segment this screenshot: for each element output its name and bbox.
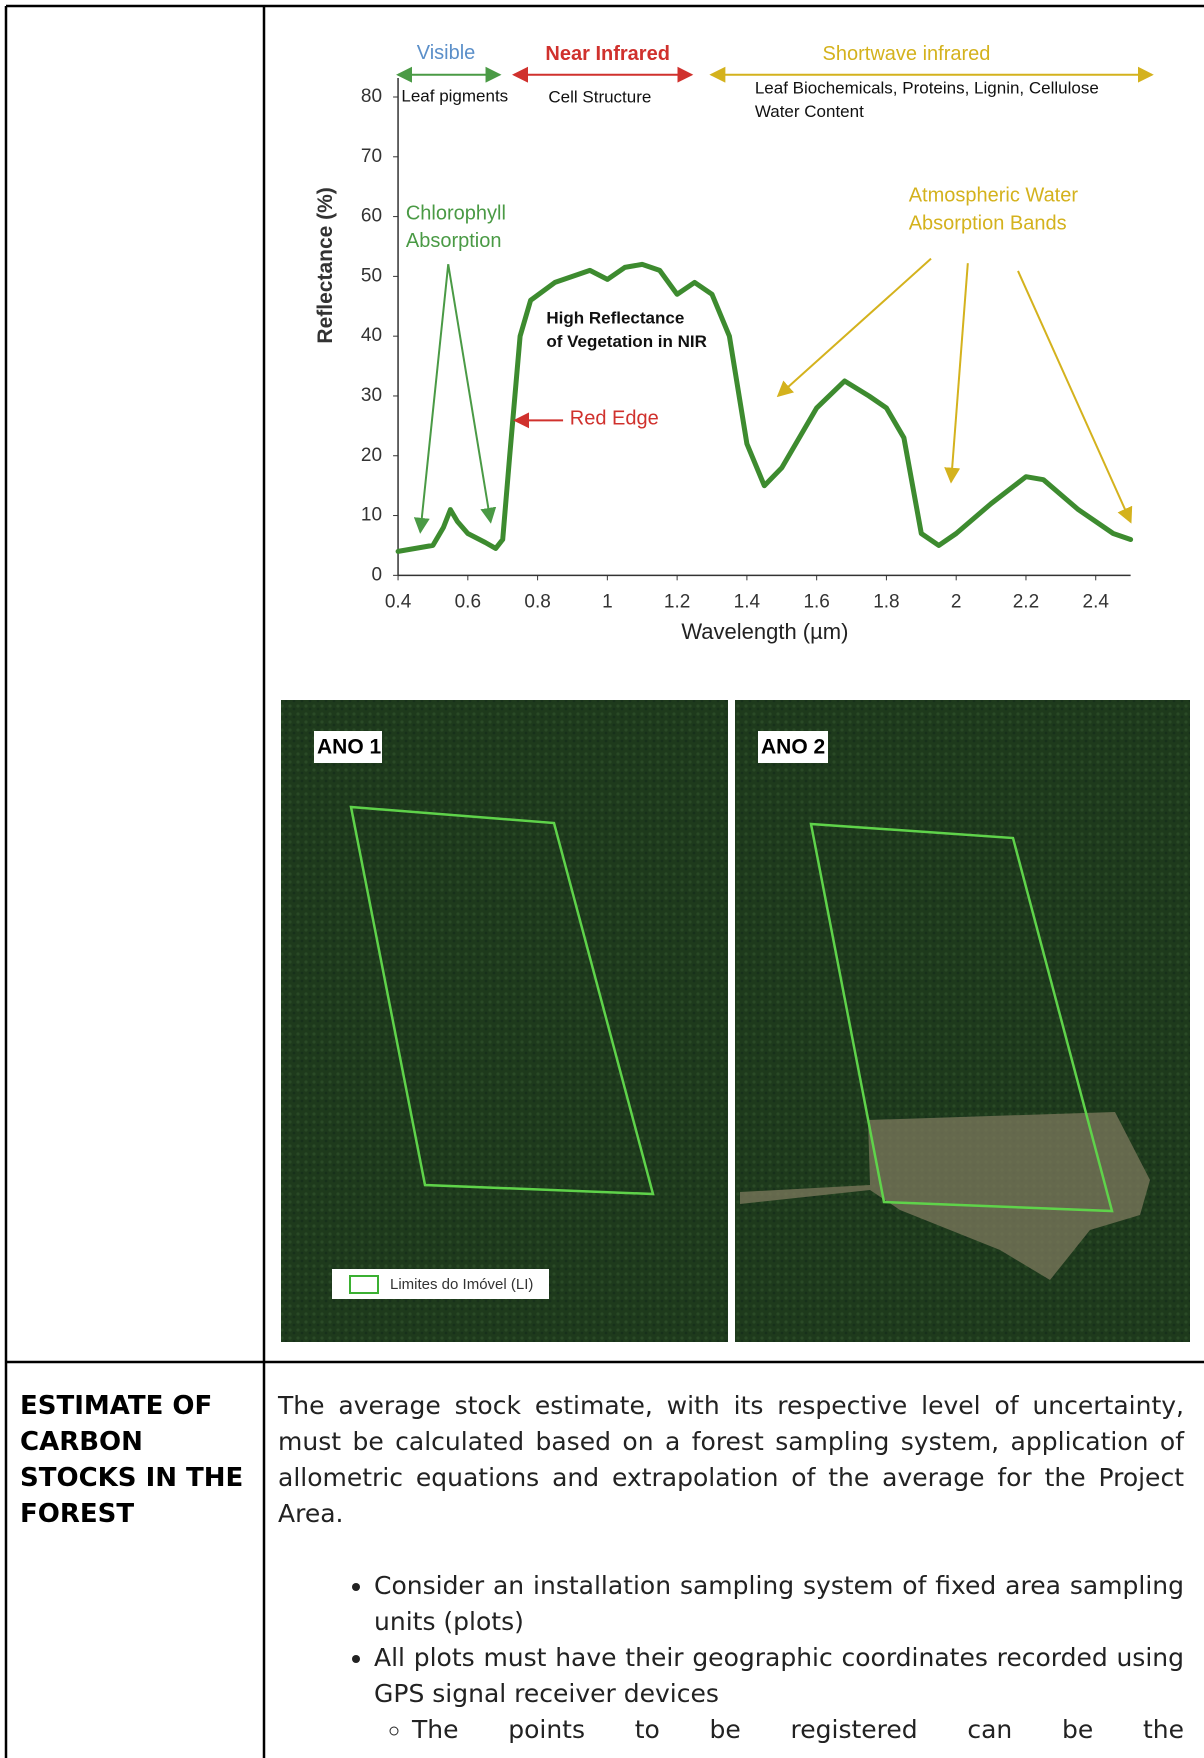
arrow xyxy=(951,263,968,482)
satellite-images: ANO 1 ANO 2 Limites do Imóvel (LI) xyxy=(281,700,1190,1342)
row-label: ESTIMATE OF CARBON STOCKS IN THE FOREST xyxy=(20,1388,252,1532)
band-label: Visible xyxy=(417,42,476,64)
paragraph: The average stock estimate, with its res… xyxy=(278,1388,1184,1532)
arrow xyxy=(1018,271,1131,522)
band-label: Near Infrared xyxy=(545,43,670,65)
arrow xyxy=(448,264,490,522)
y-tick-label: 40 xyxy=(361,325,382,346)
annotation: of Vegetation in NIR xyxy=(546,332,707,351)
year-label: ANO 1 xyxy=(317,736,382,759)
arrow xyxy=(420,264,448,532)
y-tick-label: 30 xyxy=(361,385,382,406)
x-tick-label: 0.4 xyxy=(385,591,412,612)
annotation: Absorption xyxy=(406,230,502,252)
x-tick-label: 1.4 xyxy=(734,591,761,612)
band-note: Water Content xyxy=(755,102,864,121)
x-tick-label: 1.6 xyxy=(803,591,829,612)
band-note: Cell Structure xyxy=(548,88,651,107)
y-tick-label: 80 xyxy=(361,86,382,107)
y-tick-label: 60 xyxy=(361,206,382,227)
band-label: Shortwave infrared xyxy=(823,43,991,65)
legend-text: Limites do Imóvel (LI) xyxy=(390,1276,533,1293)
band-note: Leaf pigments xyxy=(401,86,508,105)
bullet-text: All plots must have their geographic coo… xyxy=(374,1643,1184,1708)
x-tick-label: 1.2 xyxy=(664,591,690,612)
x-axis-title: Wavelength (µm) xyxy=(681,619,848,644)
satellite-right xyxy=(735,700,1190,1342)
y-tick-label: 10 xyxy=(361,505,382,526)
reflectance-curve xyxy=(398,264,1131,551)
y-tick-label: 0 xyxy=(371,564,382,585)
annotation: Absorption Bands xyxy=(909,212,1067,234)
spectral-chart: 0 10 20 30 40 50 60 70 80 0.4 0.6 0.8 1 1.2 1.4 1.6 1.8 2… xyxy=(314,42,1152,644)
annotation: Red Edge xyxy=(570,408,659,430)
y-axis-title: Reflectance (%) xyxy=(314,187,337,343)
bullet-list: Consider an installation sampling system… xyxy=(278,1568,1184,1748)
annotation: Atmospheric Water xyxy=(909,185,1079,207)
y-tick-label: 20 xyxy=(361,445,382,466)
y-tick-label: 50 xyxy=(361,265,382,286)
x-tick-label: 0.8 xyxy=(524,591,550,612)
x-tick-label: 2.4 xyxy=(1083,591,1110,612)
x-tick-label: 2 xyxy=(951,591,962,612)
bullet: Consider an installation sampling system… xyxy=(374,1568,1184,1640)
sub-list: The points to be registered can be the xyxy=(374,1712,1184,1748)
x-tick-label: 0.6 xyxy=(455,591,481,612)
annotation: Chlorophyll xyxy=(406,202,506,224)
x-tick-label: 1 xyxy=(602,591,613,612)
arrow xyxy=(778,259,931,396)
row-content: The average stock estimate, with its res… xyxy=(278,1388,1184,1748)
x-tick-label: 2.2 xyxy=(1013,591,1039,612)
sub-bullet: The points to be registered can be the xyxy=(412,1712,1184,1748)
y-tick-label: 70 xyxy=(361,146,382,167)
year-label: ANO 2 xyxy=(761,736,825,759)
bullet: All plots must have their geographic coo… xyxy=(374,1640,1184,1748)
band-note: Leaf Biochemicals, Proteins, Lignin, Cel… xyxy=(755,79,1099,98)
satellite-left xyxy=(281,700,728,1342)
annotation: High Reflectance xyxy=(546,308,684,327)
x-tick-label: 1.8 xyxy=(873,591,899,612)
page: 0 10 20 30 40 50 60 70 80 0.4 0.6 0.8 1 1.2 1.4 1.6 1.8 2… xyxy=(0,0,1204,1758)
